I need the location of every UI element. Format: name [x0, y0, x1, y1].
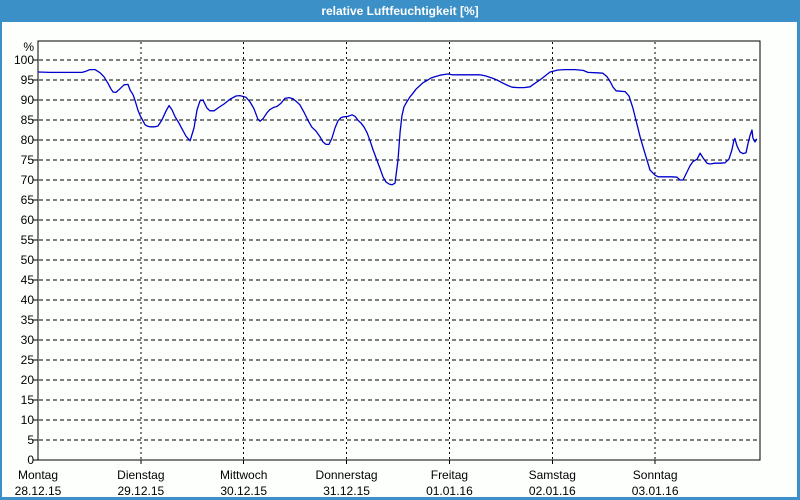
y-axis-unit-label: %: [23, 40, 34, 54]
y-axis-label: 25: [21, 353, 35, 367]
x-axis-date-label: 03.01.16: [632, 484, 679, 497]
x-axis-day-label: Freitag: [431, 468, 468, 482]
x-axis-date-label: 30.12.15: [220, 484, 267, 497]
chart-panel: 0 5 10 15 20 25 30 35 40 45 50 55 60 65 70 75 80 85 90 95 10…: [2, 22, 797, 497]
y-axis-label: 20: [21, 373, 35, 387]
humidity-line: [37, 68, 758, 186]
y-axis-label: 55: [21, 233, 35, 247]
x-axis-date-label: 31.12.15: [323, 484, 370, 497]
humidity-chart: 0 5 10 15 20 25 30 35 40 45 50 55 60 65 70 75 80 85 90 95 10…: [14, 40, 761, 497]
x-axis-day-label: Dienstag: [117, 468, 164, 482]
y-axis-label: 30: [21, 333, 35, 347]
y-axis-label: 80: [21, 133, 35, 147]
y-axis-label: 90: [21, 93, 35, 107]
y-axis-label: 50: [21, 253, 35, 267]
x-axis-date-label: 29.12.15: [117, 484, 164, 497]
y-axis-label: 35: [21, 313, 35, 327]
y-axis-label: 65: [21, 193, 35, 207]
y-axis-label: 15: [21, 393, 35, 407]
y-axis-label: 100: [14, 53, 34, 67]
y-axis-label: 75: [21, 153, 35, 167]
y-axis-label: 70: [21, 173, 35, 187]
x-axis-day-label: Samstag: [529, 468, 576, 482]
x-axis-day-label: Mittwoch: [220, 468, 267, 482]
plot-border: [37, 40, 761, 461]
y-axis-label: 40: [21, 293, 35, 307]
x-axis-day-label: Montag: [18, 468, 58, 482]
y-axis-label: 60: [21, 213, 35, 227]
y-axis-label: 10: [21, 413, 35, 427]
x-axis-date-label: 02.01.16: [529, 484, 576, 497]
window-title: relative Luftfeuchtigkeit [%]: [321, 4, 479, 18]
x-axis-day-label: Sonntag: [633, 468, 678, 482]
y-axis-label: 0: [27, 453, 34, 467]
x-axis-date-label: 28.12.15: [15, 484, 62, 497]
y-axis-label: 45: [21, 273, 35, 287]
window-titlebar[interactable]: relative Luftfeuchtigkeit [%]: [0, 0, 800, 22]
x-axis-date-label: 01.01.16: [426, 484, 473, 497]
y-axis-label: 95: [21, 73, 35, 87]
y-axis-label: 85: [21, 113, 35, 127]
x-axis-day-label: Donnerstag: [316, 468, 378, 482]
y-axis-label: 5: [27, 433, 34, 447]
